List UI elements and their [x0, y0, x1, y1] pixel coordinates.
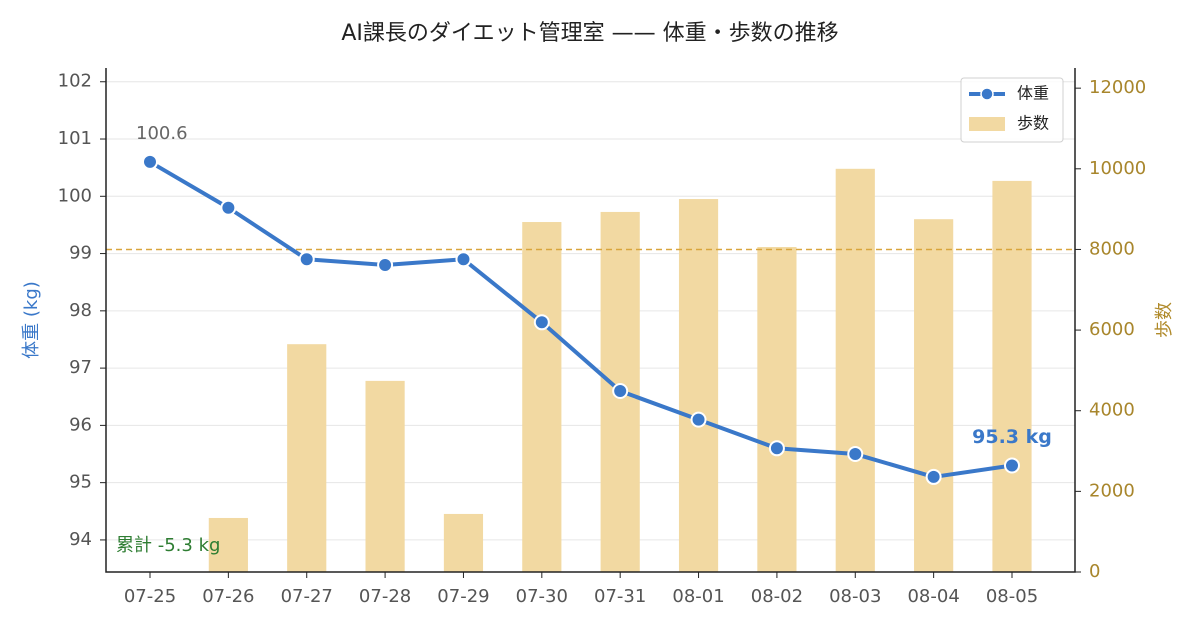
y-tick-label: 100 [58, 185, 92, 206]
y-tick-label: 95 [69, 472, 92, 493]
bar [522, 222, 562, 572]
x-tick-label: 07-29 [437, 586, 489, 607]
point [533, 314, 550, 331]
legend-marker [980, 87, 994, 101]
x-tick-label: 08-05 [986, 586, 1038, 607]
grid [106, 81, 1075, 541]
x-tick-label: 07-25 [124, 586, 176, 607]
x-tick-label: 07-28 [359, 586, 411, 607]
y2-tick-label: 2000 [1089, 480, 1135, 501]
point [377, 257, 394, 274]
value-label: 100.6 [136, 123, 188, 144]
point [1004, 457, 1020, 474]
lines: 100.6 95.3 kg [136, 123, 1052, 485]
y-tick-label: 101 [58, 128, 92, 149]
bar [287, 344, 327, 572]
y-tick-label: 98 [69, 300, 92, 321]
point [612, 383, 629, 400]
y-axis-label: 体重 (kg) [21, 281, 42, 359]
x-tick-label: 08-04 [907, 586, 959, 607]
annotation: 累計 -5.3 kg [116, 535, 220, 556]
legend-label: 歩数 [1017, 114, 1049, 133]
x-tick-label: 07-26 [202, 586, 254, 607]
bar [992, 180, 1032, 572]
y2-tick-label: 4000 [1089, 400, 1135, 421]
y-tick-label: 96 [69, 414, 92, 435]
bar [365, 380, 405, 572]
y2-axis-label: 歩数 [1154, 302, 1175, 338]
legend-label: 体重 [1017, 84, 1049, 103]
bar [914, 219, 954, 572]
x-tick-label: 08-03 [829, 586, 881, 607]
y-tick-label: 97 [69, 357, 92, 378]
y2-tick-label: 8000 [1089, 238, 1135, 259]
y2-tick-label: 0 [1089, 561, 1100, 582]
bar [678, 199, 719, 573]
point [847, 446, 864, 463]
x-tick-label: 08-01 [672, 586, 724, 607]
y2-tick-label: 12000 [1089, 77, 1146, 98]
y-tick-label: 99 [69, 243, 92, 264]
value-label: 95.3 kg [972, 426, 1052, 448]
x-tick-label: 07-30 [516, 586, 568, 607]
bar [208, 517, 248, 572]
y-tick-label: 94 [69, 529, 92, 550]
y2-tick-label: 6000 [1089, 319, 1135, 340]
chart-title: AI課長のダイエット管理室 —— 体重・歩数の推移 [341, 21, 838, 46]
bar [443, 513, 484, 572]
point [455, 251, 472, 268]
line [148, 160, 1013, 479]
x-tick-label: 07-27 [281, 586, 333, 607]
axes [105, 68, 1076, 573]
point [220, 199, 237, 216]
point [925, 468, 942, 485]
bars [208, 168, 1032, 573]
point [768, 440, 785, 457]
x-tick-label: 07-31 [594, 586, 646, 607]
bar [835, 168, 875, 573]
y-tick-label: 102 [58, 71, 92, 92]
x-tick-label: 08-02 [751, 586, 803, 607]
point [690, 411, 707, 428]
point [142, 153, 158, 170]
bar [757, 247, 797, 572]
y2-tick-label: 10000 [1089, 158, 1146, 179]
point [298, 251, 315, 268]
legend-swatch [969, 117, 1005, 131]
